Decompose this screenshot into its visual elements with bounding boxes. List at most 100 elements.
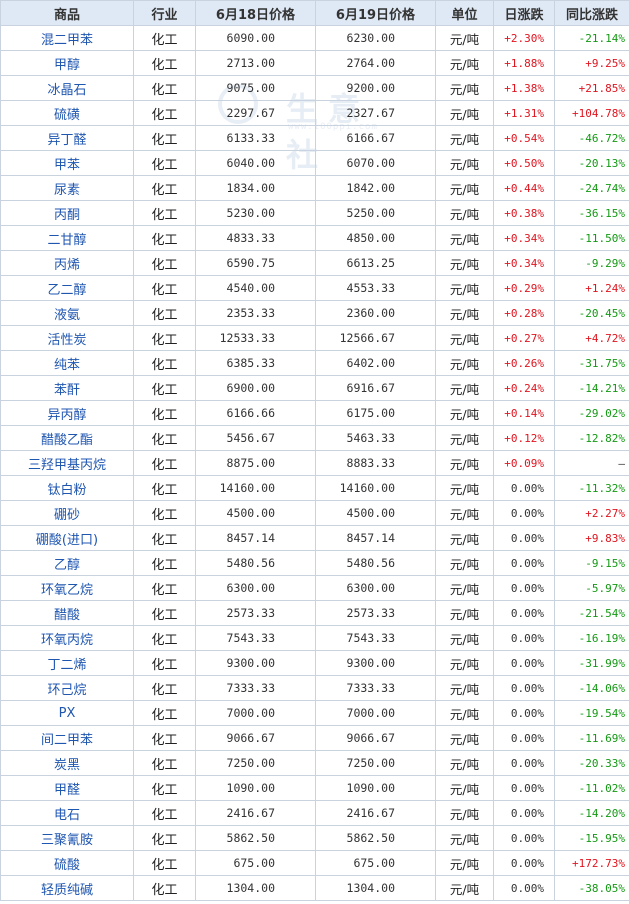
product-link[interactable]: 乙二醇 [0,275,134,301]
price-jun19-cell: 2573.33 [315,600,436,626]
price-jun18-cell: 1090.00 [195,775,316,801]
price-jun19-cell: 12566.67 [315,325,436,351]
table-row: 炭黑 化工 7250.00 7250.00 元/吨 0.00% -20.33% [0,750,629,776]
yoy-change-cell: — [554,450,629,476]
product-link[interactable]: 苯酐 [0,375,134,401]
daily-change-cell: +0.26% [493,350,555,376]
daily-change-cell: 0.00% [493,875,555,901]
table-row: 异丙醇 化工 6166.66 6175.00 元/吨 +0.14% -29.02% [0,400,629,426]
price-jun19-cell: 1842.00 [315,175,436,201]
price-jun18-cell: 5862.50 [195,825,316,851]
yoy-change-cell: +104.78% [554,100,629,126]
price-jun19-cell: 2764.00 [315,50,436,76]
product-link[interactable]: 丙酮 [0,200,134,226]
unit-cell: 元/吨 [435,300,494,326]
product-link[interactable]: 电石 [0,800,134,826]
price-jun18-cell: 6590.75 [195,250,316,276]
price-jun18-cell: 7543.33 [195,625,316,651]
price-jun19-cell: 7543.33 [315,625,436,651]
yoy-change-cell: -38.05% [554,875,629,901]
product-link[interactable]: 冰晶石 [0,75,134,101]
price-jun18-cell: 6040.00 [195,150,316,176]
unit-cell: 元/吨 [435,50,494,76]
daily-change-cell: 0.00% [493,600,555,626]
product-link[interactable]: 甲醇 [0,50,134,76]
table-row: 三羟甲基丙烷 化工 8875.00 8883.33 元/吨 +0.09% — [0,450,629,476]
product-link[interactable]: 纯苯 [0,350,134,376]
product-link[interactable]: 轻质纯碱 [0,875,134,901]
price-jun19-cell: 8457.14 [315,525,436,551]
product-link[interactable]: 醋酸乙酯 [0,425,134,451]
product-link[interactable]: 三聚氰胺 [0,825,134,851]
price-jun18-cell: 2416.67 [195,800,316,826]
product-link[interactable]: 硫磺 [0,100,134,126]
table-row: 丙酮 化工 5230.00 5250.00 元/吨 +0.38% -36.15% [0,200,629,226]
price-jun19-cell: 675.00 [315,850,436,876]
header-product: 商品 [0,0,134,26]
header-daily-change: 日涨跌 [493,0,555,26]
price-jun19-cell: 6402.00 [315,350,436,376]
product-link[interactable]: 丁二烯 [0,650,134,676]
unit-cell: 元/吨 [435,700,494,726]
product-link[interactable]: 硫酸 [0,850,134,876]
price-jun18-cell: 6385.33 [195,350,316,376]
price-jun18-cell: 6300.00 [195,575,316,601]
header-price-jun18: 6月18日价格 [195,0,316,26]
product-link[interactable]: 乙醇 [0,550,134,576]
product-link[interactable]: 硼砂 [0,500,134,526]
price-jun19-cell: 7000.00 [315,700,436,726]
price-jun19-cell: 4850.00 [315,225,436,251]
product-link[interactable]: 环氧乙烷 [0,575,134,601]
unit-cell: 元/吨 [435,25,494,51]
product-link[interactable]: 炭黑 [0,750,134,776]
product-link[interactable]: 活性炭 [0,325,134,351]
daily-change-cell: 0.00% [493,575,555,601]
unit-cell: 元/吨 [435,575,494,601]
daily-change-cell: +0.50% [493,150,555,176]
table-row: 硫酸 化工 675.00 675.00 元/吨 0.00% +172.73% [0,850,629,876]
industry-cell: 化工 [133,650,196,676]
daily-change-cell: +0.34% [493,250,555,276]
product-link[interactable]: 钛白粉 [0,475,134,501]
product-link[interactable]: 液氨 [0,300,134,326]
yoy-change-cell: -29.02% [554,400,629,426]
product-link[interactable]: 环氧丙烷 [0,625,134,651]
yoy-change-cell: -31.99% [554,650,629,676]
header-unit: 单位 [435,0,494,26]
product-link[interactable]: 混二甲苯 [0,25,134,51]
industry-cell: 化工 [133,450,196,476]
price-jun18-cell: 6900.00 [195,375,316,401]
product-link[interactable]: 三羟甲基丙烷 [0,450,134,476]
industry-cell: 化工 [133,875,196,901]
price-jun19-cell: 6613.25 [315,250,436,276]
industry-cell: 化工 [133,850,196,876]
price-jun18-cell: 9075.00 [195,75,316,101]
product-link[interactable]: 二甘醇 [0,225,134,251]
product-link[interactable]: 醋酸 [0,600,134,626]
product-link[interactable]: 异丙醇 [0,400,134,426]
product-link[interactable]: 异丁醛 [0,125,134,151]
unit-cell: 元/吨 [435,800,494,826]
price-jun19-cell: 6230.00 [315,25,436,51]
price-jun19-cell: 4553.33 [315,275,436,301]
industry-cell: 化工 [133,625,196,651]
daily-change-cell: +1.88% [493,50,555,76]
product-link[interactable]: 甲醛 [0,775,134,801]
product-link[interactable]: 硼酸(进口) [0,525,134,551]
table-body: 混二甲苯 化工 6090.00 6230.00 元/吨 +2.30% -21.14% 甲醇 化工… [0,25,629,901]
daily-change-cell: +0.44% [493,175,555,201]
industry-cell: 化工 [133,100,196,126]
unit-cell: 元/吨 [435,75,494,101]
yoy-change-cell: -11.50% [554,225,629,251]
price-jun19-cell: 9300.00 [315,650,436,676]
product-link[interactable]: 甲苯 [0,150,134,176]
product-link[interactable]: 环己烷 [0,675,134,701]
table-row: 二甘醇 化工 4833.33 4850.00 元/吨 +0.34% -11.50% [0,225,629,251]
unit-cell: 元/吨 [435,400,494,426]
product-link[interactable]: 尿素 [0,175,134,201]
product-link[interactable]: 丙烯 [0,250,134,276]
product-link[interactable]: PX [0,700,134,726]
daily-change-cell: +0.24% [493,375,555,401]
product-link[interactable]: 间二甲苯 [0,725,134,751]
